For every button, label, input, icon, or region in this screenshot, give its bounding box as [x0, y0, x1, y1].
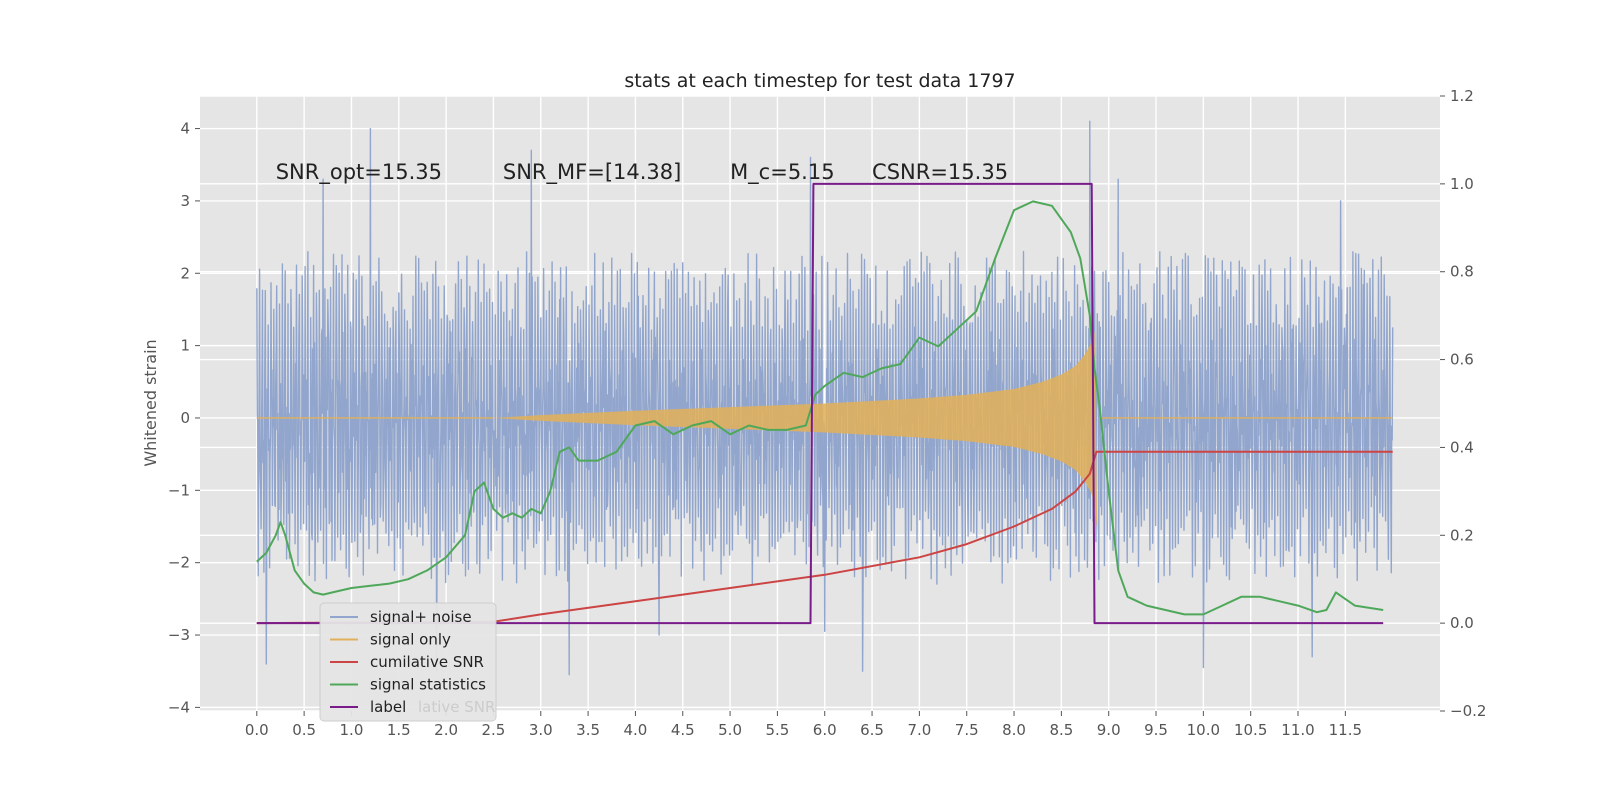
- legend-ghost-text: lative SNR: [418, 698, 495, 716]
- x-tick-label: 10.0: [1187, 721, 1220, 739]
- x-tick-label: 2.5: [482, 721, 506, 739]
- y-axis-label: Whitened strain: [141, 339, 160, 466]
- x-tick-label: 6.0: [813, 721, 837, 739]
- x-tick-label: 8.5: [1049, 721, 1073, 739]
- annotation-label: SNR_opt=15.35: [276, 160, 442, 185]
- x-tick-label: 4.5: [671, 721, 695, 739]
- y-tick-label: 4: [180, 120, 190, 138]
- legend-box: [319, 602, 497, 722]
- x-tick-label: 1.5: [387, 721, 411, 739]
- annotation-label: CSNR=15.35: [872, 160, 1008, 184]
- y-tick-label: −4: [168, 698, 190, 716]
- chart-title: stats at each timestep for test data 179…: [624, 70, 1015, 92]
- y2-tick-label: 0.6: [1450, 351, 1474, 369]
- x-tick-label: 10.5: [1234, 721, 1267, 739]
- signal-noise-series: [256, 120, 1394, 676]
- y-tick-label: 0: [180, 409, 190, 427]
- x-tick-label: 6.5: [860, 721, 884, 739]
- y-axis-right: −0.2 0.0 0.2 0.4 0.6 0.8 1.0 1.2: [1440, 87, 1486, 720]
- y-axis-left: −4 −3 −2 −1 0 1 2 3 4: [168, 120, 200, 716]
- x-tick-label: 0.5: [292, 721, 316, 739]
- legend-label: signal only: [370, 631, 451, 649]
- x-tick-label: 1.0: [340, 721, 364, 739]
- signal-statistics-line: [256, 200, 1384, 616]
- legend-label: signal+ noise: [370, 608, 472, 626]
- legend-label: label: [370, 698, 406, 716]
- x-tick-label: 8.0: [1002, 721, 1026, 739]
- label-line: [256, 182, 1384, 625]
- legend-label: signal statistics: [370, 676, 486, 694]
- y-tick-label: 1: [180, 337, 190, 355]
- y-tick-label: 3: [180, 192, 190, 210]
- annotation-label: M_c=5.15: [730, 160, 835, 185]
- annotations: SNR_opt=15.35 SNR_MF=[14.38] M_c=5.15 CSNR=…: [276, 160, 1008, 185]
- y2-tick-label: 0.8: [1450, 263, 1474, 281]
- x-tick-label: 5.0: [718, 721, 742, 739]
- x-axis: 0.0 0.5 1.0 1.5 2.0 2.5 3.0 3.5 4.0 4.5 5.0 5.5 6.0 6…: [245, 711, 1362, 739]
- y2-tick-label: 0.2: [1450, 526, 1474, 544]
- y2-tick-label: 0.4: [1450, 438, 1474, 456]
- x-tick-label: 2.0: [434, 721, 458, 739]
- y2-tick-label: 0.0: [1450, 614, 1474, 632]
- line-series: [256, 182, 1393, 625]
- x-tick-label: 9.0: [1097, 721, 1121, 739]
- y2-tick-label: −0.2: [1450, 702, 1486, 720]
- x-tick-label: 11.5: [1329, 721, 1362, 739]
- annotation-label: SNR_MF=[14.38]: [503, 160, 681, 185]
- y2-tick-label: 1.0: [1450, 175, 1474, 193]
- y-tick-label: −2: [168, 554, 190, 572]
- legend-label: cumilative SNR: [370, 653, 484, 671]
- x-tick-label: 7.5: [955, 721, 979, 739]
- y2-tick-label: 1.2: [1450, 87, 1474, 105]
- x-tick-label: 11.0: [1281, 721, 1314, 739]
- y-tick-label: 2: [180, 264, 190, 282]
- signal-only-area: [493, 331, 1098, 531]
- x-tick-label: 4.0: [623, 721, 647, 739]
- x-tick-label: 5.5: [765, 721, 789, 739]
- x-tick-label: 9.5: [1144, 721, 1168, 739]
- x-tick-label: 0.0: [245, 721, 269, 739]
- x-tick-label: 3.5: [576, 721, 600, 739]
- x-tick-label: 7.0: [907, 721, 931, 739]
- legend: signal+ noise signal only cumilative SNR si…: [319, 602, 497, 722]
- signal-only-series: [256, 331, 1393, 531]
- y-tick-label: −1: [168, 481, 190, 499]
- signal-noise-line: [256, 120, 1394, 676]
- x-tick-label: 3.0: [529, 721, 553, 739]
- y-tick-label: −3: [168, 626, 190, 644]
